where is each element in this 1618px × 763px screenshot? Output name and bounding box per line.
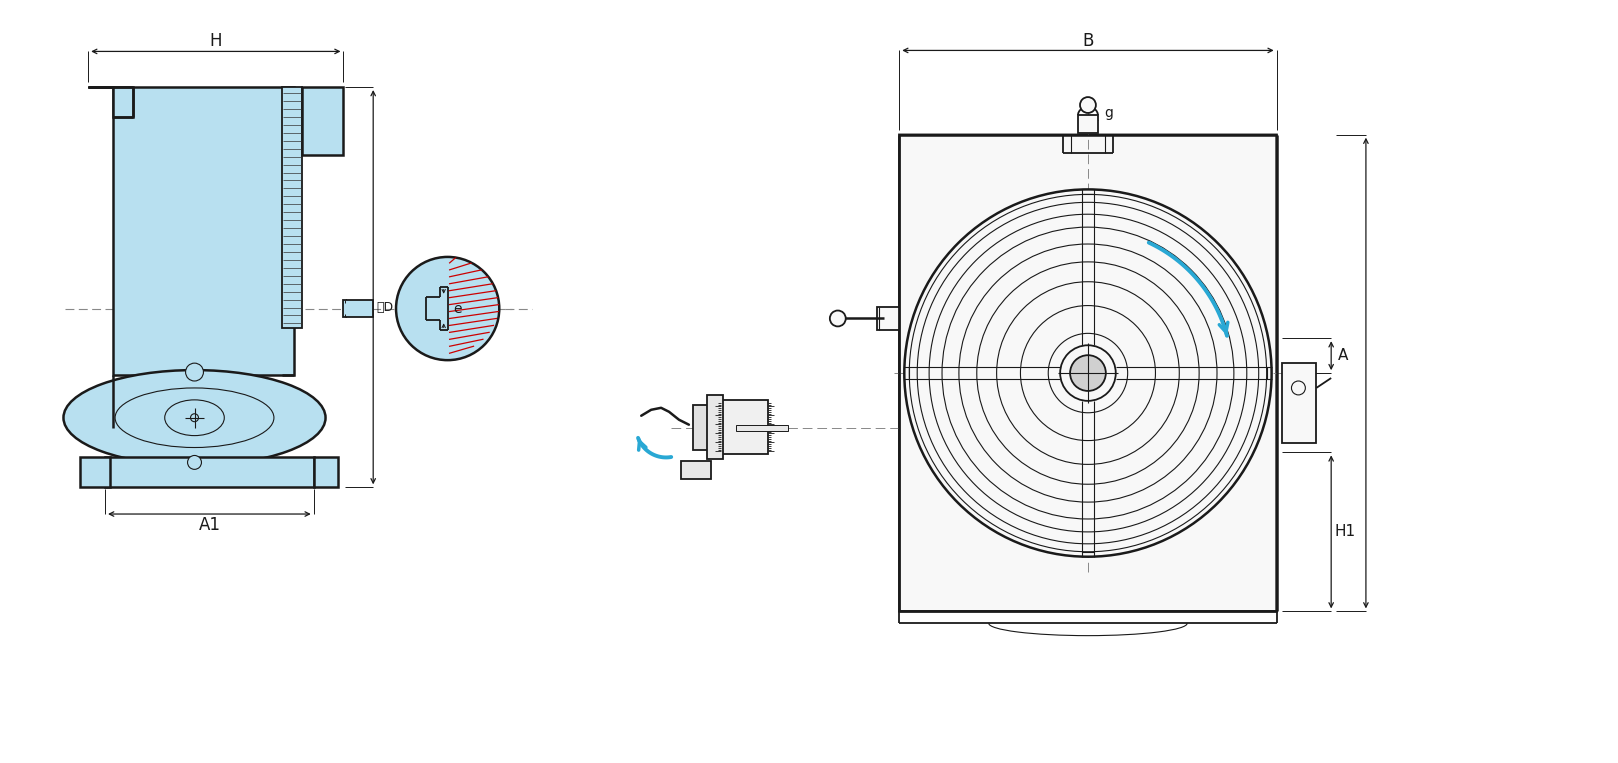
Bar bbox=[81, 458, 110, 488]
Text: g: g bbox=[1103, 106, 1113, 120]
Text: H1: H1 bbox=[1335, 524, 1356, 539]
Bar bbox=[681, 462, 710, 479]
Bar bbox=[343, 300, 374, 317]
Bar bbox=[707, 395, 723, 459]
Text: e: e bbox=[453, 301, 463, 316]
Ellipse shape bbox=[63, 370, 325, 465]
Circle shape bbox=[188, 456, 202, 469]
Ellipse shape bbox=[165, 400, 225, 436]
Text: A1: A1 bbox=[199, 516, 220, 534]
Bar bbox=[1078, 115, 1099, 133]
Ellipse shape bbox=[115, 388, 273, 448]
Text: A: A bbox=[1338, 348, 1348, 363]
FancyBboxPatch shape bbox=[900, 135, 1277, 611]
Circle shape bbox=[830, 311, 846, 327]
Text: B: B bbox=[1082, 31, 1094, 50]
Circle shape bbox=[1291, 381, 1306, 395]
Circle shape bbox=[186, 363, 204, 381]
Text: H: H bbox=[210, 33, 222, 50]
Circle shape bbox=[1079, 97, 1095, 113]
Bar bbox=[693, 405, 709, 449]
Circle shape bbox=[1060, 346, 1116, 401]
Bar bbox=[720, 400, 769, 455]
Bar bbox=[113, 87, 294, 375]
Bar bbox=[877, 307, 900, 330]
Circle shape bbox=[1069, 356, 1105, 391]
Circle shape bbox=[904, 189, 1272, 557]
Bar bbox=[301, 87, 343, 155]
Bar bbox=[314, 458, 338, 488]
Bar bbox=[1281, 363, 1317, 443]
Polygon shape bbox=[89, 87, 133, 117]
Circle shape bbox=[396, 257, 500, 360]
Text: ⓔD: ⓔD bbox=[375, 301, 393, 314]
Bar bbox=[736, 425, 788, 430]
Bar bbox=[282, 87, 301, 328]
Bar bbox=[105, 458, 314, 488]
